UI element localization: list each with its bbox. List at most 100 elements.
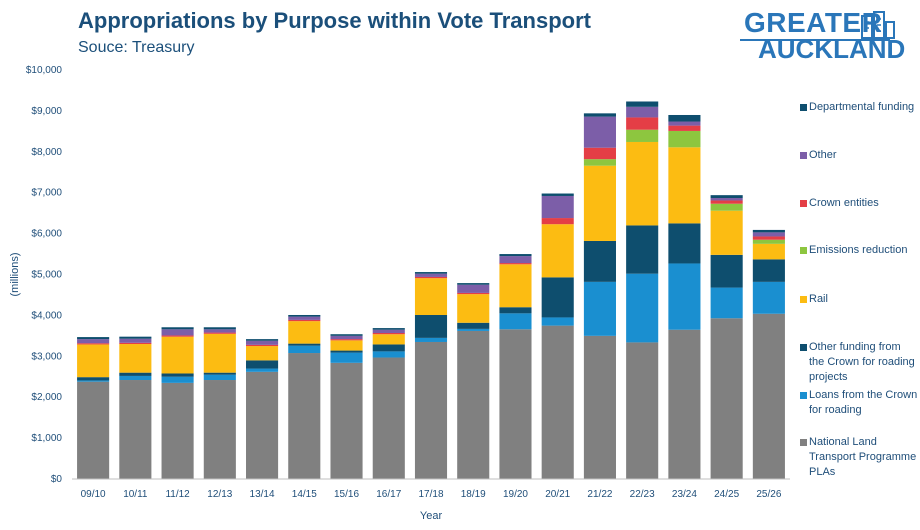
legend-label: Crown entities: [809, 197, 879, 209]
legend-label: Emissions reduction: [809, 244, 908, 256]
legend-label: Rail: [809, 293, 828, 305]
bar-segment: [77, 339, 110, 344]
x-tick-label: 14/15: [292, 489, 317, 500]
legend-swatch: [800, 439, 807, 446]
x-tick-label: 22/23: [630, 489, 655, 500]
bar-segment: [246, 340, 279, 345]
legend-label: Other funding from the Crown for roading…: [809, 341, 915, 383]
bar-segment: [161, 382, 194, 479]
bar-segment: [77, 343, 110, 345]
bar-segment: [119, 372, 152, 376]
bar-segment: [457, 330, 490, 479]
bar-segment: [541, 317, 574, 326]
bar-segment: [330, 334, 363, 336]
bar-segment: [288, 319, 321, 322]
chart-title: Appropriations by Purpose within Vote Tr…: [78, 8, 591, 33]
bar-segment: [246, 344, 279, 347]
y-tick-label: $2,000: [31, 392, 62, 403]
bar-segment: [710, 254, 743, 288]
x-tick-label: 18/19: [461, 489, 486, 500]
bar-segment: [541, 325, 574, 480]
bar-segment: [668, 121, 701, 126]
legend-label: Other: [809, 149, 837, 161]
legend-swatch: [800, 344, 807, 351]
y-tick-label: $1,000: [31, 433, 62, 444]
bar-segment: [499, 329, 532, 479]
bar-segment: [203, 380, 236, 479]
bar-segment: [203, 332, 236, 334]
bar-segment: [203, 333, 236, 373]
bar-segment: [710, 287, 743, 319]
bar-segment: [119, 338, 152, 343]
bar-segment: [583, 159, 616, 166]
bar-segment: [119, 344, 152, 373]
bar-segment: [668, 329, 701, 479]
bar-segment: [541, 218, 574, 225]
bar-segment: [541, 193, 574, 196]
bar-segment: [77, 380, 110, 382]
bar-segment: [583, 147, 616, 160]
y-tick-label: $4,000: [31, 310, 62, 321]
bar-segment: [752, 259, 785, 282]
bar-segment: [710, 210, 743, 255]
bar-segment: [541, 277, 574, 318]
bar-segment: [752, 239, 785, 244]
bar-segment: [330, 352, 363, 363]
bar-segment: [372, 328, 405, 330]
legend-swatch: [800, 392, 807, 399]
city-skyline-icon: [861, 11, 895, 39]
bar-segment: [246, 346, 279, 361]
legend-label: Departmental funding: [809, 101, 915, 113]
bar-segment: [372, 334, 405, 345]
bar-segment: [203, 374, 236, 381]
greater-auckland-logo: GREATER AUCKLAND: [740, 8, 908, 64]
bar-segment: [372, 344, 405, 352]
bar-segment: [499, 264, 532, 308]
y-tick-label: $5,000: [31, 270, 62, 281]
y-tick-label: $0: [51, 474, 63, 485]
y-tick-label: $10,000: [26, 65, 63, 76]
x-tick-label: 21/22: [587, 489, 612, 500]
bar-segment: [668, 147, 701, 224]
y-tick-label: $7,000: [31, 188, 62, 199]
bar-segment: [161, 376, 194, 383]
bar-segment: [288, 353, 321, 479]
bar-segment: [668, 125, 701, 131]
bar-segment: [752, 232, 785, 237]
bar-segment: [710, 318, 743, 479]
legend-swatch: [800, 247, 807, 254]
bar-segment: [710, 203, 743, 211]
bar-segment: [77, 337, 110, 340]
bar-segment: [626, 117, 659, 130]
bar-segment: [414, 314, 448, 338]
bar-segment: [668, 263, 701, 330]
bar-segment: [161, 373, 194, 377]
x-tick-label: 09/10: [81, 489, 106, 500]
x-tick-label: 13/14: [250, 489, 275, 500]
bar-segment: [414, 273, 448, 277]
bar-segment: [752, 243, 785, 260]
logo-rule: [740, 39, 890, 41]
bar-segment: [499, 254, 532, 257]
bar-segment: [330, 362, 363, 479]
bar-segment: [583, 335, 616, 479]
bar-segment: [288, 316, 321, 320]
bar-segment: [161, 335, 194, 337]
bar-segment: [752, 229, 785, 233]
bar-segment: [372, 332, 405, 335]
x-tick-label: 19/20: [503, 489, 528, 500]
bar-segment: [499, 256, 532, 264]
bar-segment: [583, 116, 616, 148]
bar-segment: [414, 276, 448, 279]
x-tick-label: 16/17: [376, 489, 401, 500]
bar-segment: [710, 198, 743, 201]
bar-segment: [583, 165, 616, 241]
bar-segment: [499, 313, 532, 330]
bar-segment: [626, 342, 659, 479]
legend-swatch: [800, 200, 807, 207]
y-tick-label: $9,000: [31, 106, 62, 117]
bar-segment: [414, 341, 448, 479]
bar-segment: [752, 313, 785, 479]
bar-segment: [457, 294, 490, 323]
y-tick-label: $8,000: [31, 147, 62, 158]
